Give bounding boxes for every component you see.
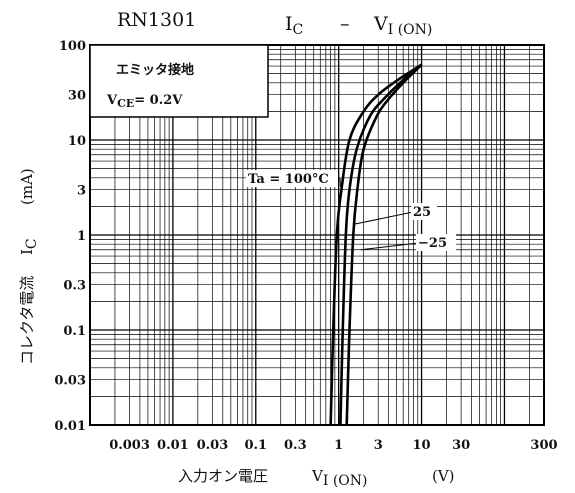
series-layer xyxy=(329,63,423,426)
x-tick-label: 0.03 xyxy=(197,438,229,453)
annotation-leader xyxy=(354,211,414,225)
x-tick-label: 0.003 xyxy=(109,438,150,453)
curve-label: 25 xyxy=(413,205,431,220)
y-tick-label: 1 xyxy=(77,229,86,244)
y-tick-labels: 100 30 10 3 1 0.3 0.1 0.03 0.01 xyxy=(54,39,86,434)
x-tick-label: 0.3 xyxy=(284,438,307,453)
annotation-leader xyxy=(360,242,419,251)
x-tick-label: 3 xyxy=(374,438,383,453)
chart-title-ic: IC xyxy=(285,13,303,38)
chart-title-dash: – xyxy=(340,13,350,35)
chart-title-part-number: RN1301 xyxy=(117,9,196,31)
x-tick-label: 10 xyxy=(413,438,431,453)
y-tick-label: 0.03 xyxy=(54,374,86,389)
y-axis-label-text: コレクタ電流 xyxy=(18,276,36,365)
x-tick-label: 1 xyxy=(334,438,343,453)
y-tick-label: 100 xyxy=(59,39,86,54)
y-tick-label: 0.1 xyxy=(63,324,86,339)
condition-box: エミッタ接地 VCE= 0.2V xyxy=(89,44,269,118)
x-axis-label-unit: (V) xyxy=(432,467,455,485)
condition-box-frame xyxy=(89,44,269,118)
y-axis-label: コレクタ電流 IC (mA) xyxy=(18,168,40,365)
x-axis-label-text: 入力オン電圧 xyxy=(178,467,268,485)
y-tick-label: 10 xyxy=(68,134,86,149)
annotation-bg xyxy=(246,170,338,187)
y-axis-label-symbol: IC xyxy=(18,238,40,255)
annotation-bg xyxy=(411,203,437,220)
curve-label: Ta = 100°C xyxy=(248,172,329,187)
annotation-bg xyxy=(416,234,456,251)
y-tick-label: 0.3 xyxy=(63,279,86,294)
x-axis-label-symbol: VI (ON) xyxy=(311,467,367,489)
x-tick-label: 0.01 xyxy=(157,438,189,453)
x-tick-label: 300 xyxy=(530,438,557,453)
x-axis-label: 入力オン電圧 VI (ON) (V) xyxy=(178,467,455,489)
y-tick-label: 3 xyxy=(77,184,86,199)
series-line-1 xyxy=(339,63,423,426)
series-line-0 xyxy=(329,63,423,426)
y-tick-label: 0.01 xyxy=(54,419,86,434)
x-tick-label: 30 xyxy=(452,438,470,453)
chart-title-vi: VI (ON) xyxy=(373,13,432,38)
series-line-2 xyxy=(345,63,423,426)
plot-frame xyxy=(89,44,545,426)
x-tick-labels: 0.003 0.01 0.03 0.1 0.3 1 3 10 30 300 xyxy=(109,438,557,453)
chart-title: RN1301 IC – VI (ON) xyxy=(117,9,432,38)
y-tick-label: 30 xyxy=(68,89,86,104)
y-axis-label-unit: (mA) xyxy=(18,168,36,205)
condition-box-line2: VCE= 0.2V xyxy=(106,93,183,110)
condition-box-line1: エミッタ接地 xyxy=(116,62,194,78)
x-tick-label: 0.1 xyxy=(244,438,267,453)
annotation-layer: Ta = 100°C 25 −25 xyxy=(246,170,456,251)
curve-label: −25 xyxy=(418,236,447,251)
